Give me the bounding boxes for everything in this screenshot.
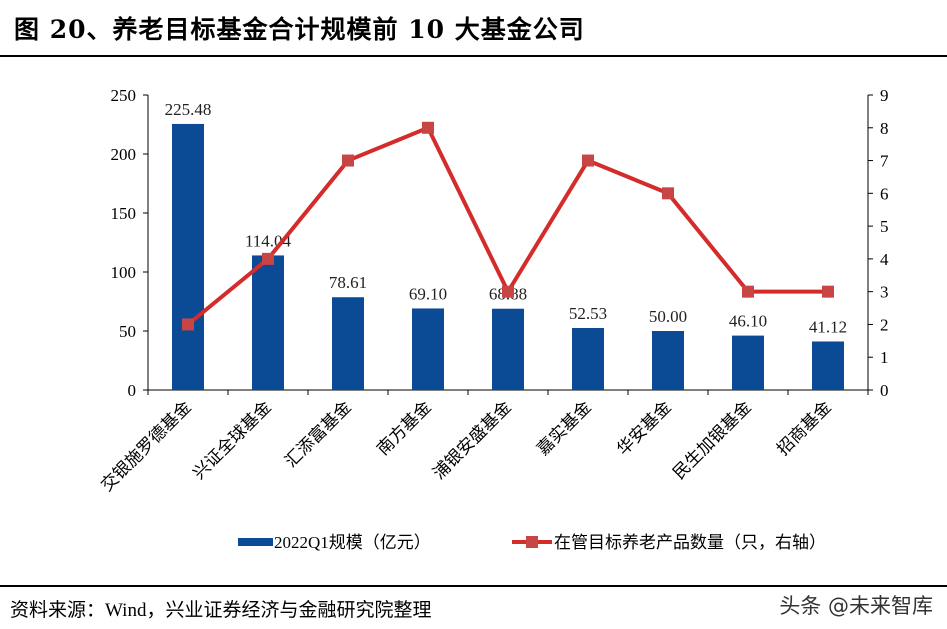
top-rule bbox=[0, 55, 947, 57]
figure-title: 图 20、养老目标基金合计规模前 10 大基金公司 bbox=[14, 15, 585, 44]
bar bbox=[172, 123, 204, 391]
bar bbox=[332, 297, 364, 390]
bar bbox=[252, 255, 284, 390]
bar-data-label: 69.10 bbox=[409, 284, 447, 303]
bar-data-label: 46.10 bbox=[729, 312, 767, 331]
category-label: 南方基金 bbox=[373, 397, 435, 459]
legend-line-label: 在管目标养老产品数量（只，右轴） bbox=[554, 533, 826, 552]
right-tick-label: 6 bbox=[880, 184, 889, 203]
bar-data-label: 78.61 bbox=[329, 273, 367, 292]
category-label: 招商基金 bbox=[773, 397, 835, 459]
category-label: 民生加银基金 bbox=[669, 397, 755, 483]
bar bbox=[652, 331, 684, 390]
line-marker bbox=[582, 154, 594, 167]
line-marker bbox=[422, 121, 434, 134]
right-tick-label: 7 bbox=[880, 152, 889, 171]
bar bbox=[732, 335, 764, 390]
right-tick-label: 3 bbox=[880, 283, 889, 302]
right-tick-label: 2 bbox=[880, 315, 889, 334]
line-marker bbox=[182, 318, 194, 331]
bar-data-label: 225.48 bbox=[165, 100, 212, 119]
source-note: 资料来源：Wind，兴业证券经济与金融研究院整理 bbox=[10, 600, 432, 621]
line-marker bbox=[342, 154, 354, 167]
bar bbox=[412, 308, 444, 390]
left-tick-label: 200 bbox=[111, 145, 137, 164]
right-tick-label: 9 bbox=[880, 86, 889, 105]
line-marker bbox=[662, 187, 674, 200]
right-tick-label: 0 bbox=[880, 381, 889, 400]
category-label: 浦银安盛基金 bbox=[429, 397, 515, 483]
bar bbox=[492, 308, 524, 390]
legend-bar-label: 2022Q1规模（亿元） bbox=[274, 533, 431, 552]
bar bbox=[572, 328, 604, 390]
watermark: 头条 @未来智库 bbox=[779, 594, 933, 618]
line-marker bbox=[262, 252, 274, 265]
left-tick-label: 250 bbox=[111, 86, 137, 105]
left-tick-label: 50 bbox=[119, 322, 136, 341]
line-marker bbox=[502, 285, 514, 298]
category-label: 兴证全球基金 bbox=[189, 397, 275, 483]
left-tick-label: 150 bbox=[111, 204, 137, 223]
left-tick-label: 100 bbox=[111, 263, 137, 282]
right-tick-label: 1 bbox=[880, 348, 889, 367]
category-label: 交银施罗德基金 bbox=[97, 397, 195, 495]
category-label: 华安基金 bbox=[613, 397, 675, 459]
right-tick-label: 8 bbox=[880, 119, 889, 138]
right-tick-label: 4 bbox=[880, 250, 889, 269]
category-label: 嘉实基金 bbox=[533, 397, 595, 459]
bar bbox=[812, 341, 844, 390]
bar-data-label: 50.00 bbox=[649, 307, 687, 326]
bottom-rule bbox=[0, 585, 947, 587]
bar-data-label: 52.53 bbox=[569, 304, 607, 323]
bar-data-label: 41.12 bbox=[809, 317, 847, 336]
line-marker bbox=[822, 285, 834, 298]
legend-line-marker bbox=[526, 536, 538, 548]
right-tick-label: 5 bbox=[880, 217, 889, 236]
line-marker bbox=[742, 285, 754, 298]
legend-bar-swatch bbox=[238, 538, 273, 546]
category-label: 汇添富基金 bbox=[281, 397, 355, 471]
left-tick-label: 0 bbox=[128, 381, 137, 400]
